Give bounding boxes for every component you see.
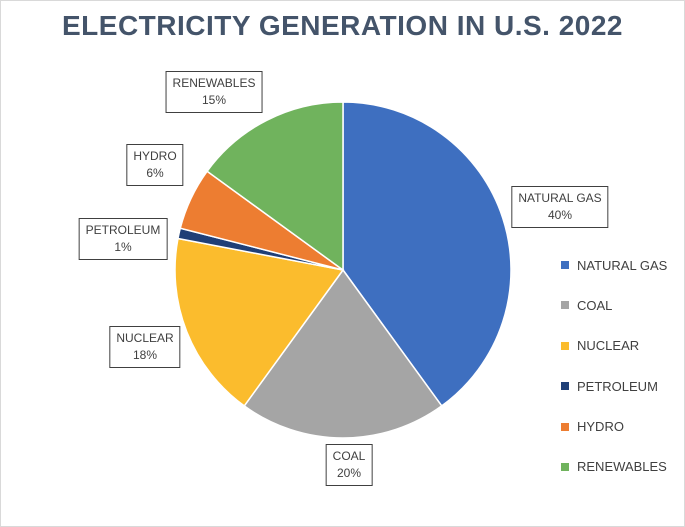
data-label-petroleum: PETROLEUM 1% [78,218,168,260]
legend-item-petroleum: PETROLEUM [561,378,667,394]
data-label-hydro: HYDRO 6% [126,144,184,186]
legend-item-natural-gas: NATURAL GAS [561,257,668,273]
legend-label: PETROLEUM [577,378,658,394]
data-label-renewables: RENEWABLES 15% [165,71,263,113]
data-label-value: 20% [336,466,362,480]
data-label-value: 18% [132,348,158,362]
data-label-value: 1% [114,240,132,254]
data-label-value: 40% [547,208,573,222]
data-label-nuclear: NUCLEAR 18% [109,326,181,368]
legend-item-hydro: HYDRO [561,419,667,435]
legend-swatch [561,462,569,471]
legend-item-coal: COAL [561,297,667,313]
legend-item-nuclear: NUCLEAR [561,338,667,354]
legend: NATURAL GAS COAL NUCLEAR PETROLEUM HYDRO RENE… [561,258,667,500]
legend-swatch [561,382,569,391]
legend-label: NUCLEAR [577,338,640,354]
data-label-value: 15% [201,93,227,107]
data-label-category: NUCLEAR [116,331,174,345]
legend-swatch [561,341,569,350]
chart-title: ELECTRICITY GENERATION IN U.S. 2022 [61,10,623,41]
data-label-natural-gas: NATURAL GAS 40% [511,186,609,228]
data-label-category: COAL [332,449,366,463]
data-label-category: PETROLEUM [85,223,161,237]
pie-slice-coal [243,268,443,439]
data-label-value: 6% [146,166,164,180]
legend-swatch [561,261,569,269]
pie-slice-nuclear [174,237,345,407]
legend-label: RENEWABLES [577,459,667,475]
data-label-category: NATURAL GAS [518,191,602,205]
legend-label: HYDRO [577,419,624,435]
pie-slice-natural-gas [342,101,512,407]
data-label-coal: COAL 20% [325,444,373,486]
legend-item-renewables: RENEWABLES [561,459,667,475]
legend-swatch [561,301,569,310]
legend-label: NATURAL GAS [577,257,668,273]
data-label-category: RENEWABLES [172,76,256,90]
pie-slice-renewables [206,101,344,272]
legend-label: COAL [577,297,613,313]
data-label-category: HYDRO [133,149,177,163]
legend-swatch [561,422,569,431]
